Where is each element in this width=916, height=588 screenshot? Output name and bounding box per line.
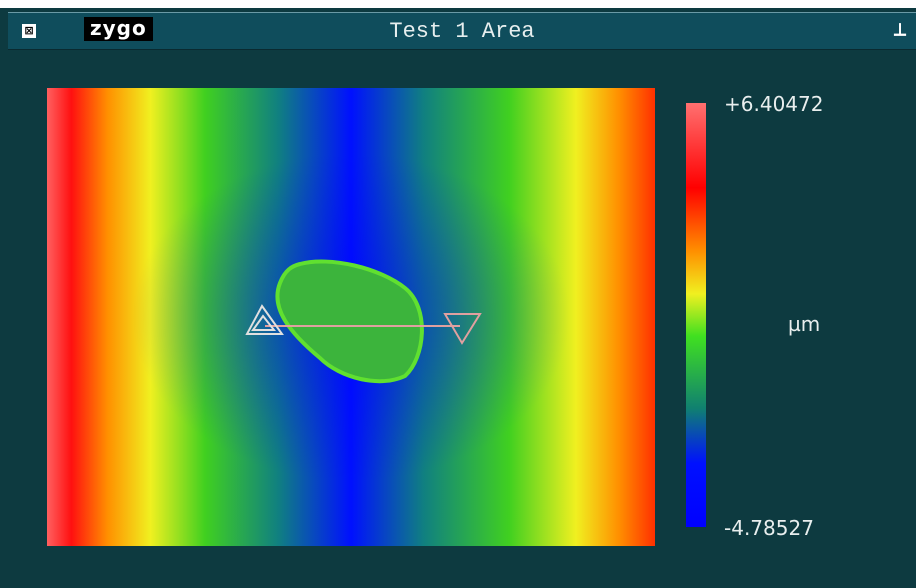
colorbar xyxy=(686,103,706,527)
colorbar-min: -4.78527 xyxy=(724,516,814,540)
window: ⊠ zygo Test 1 Area ⟂ xyxy=(0,8,916,588)
colorbar-unit: µm xyxy=(788,312,820,336)
page: {"window": {"logo": "zygo", "title": "Te… xyxy=(0,0,916,588)
colorbar-max: +6.40472 xyxy=(724,92,823,116)
